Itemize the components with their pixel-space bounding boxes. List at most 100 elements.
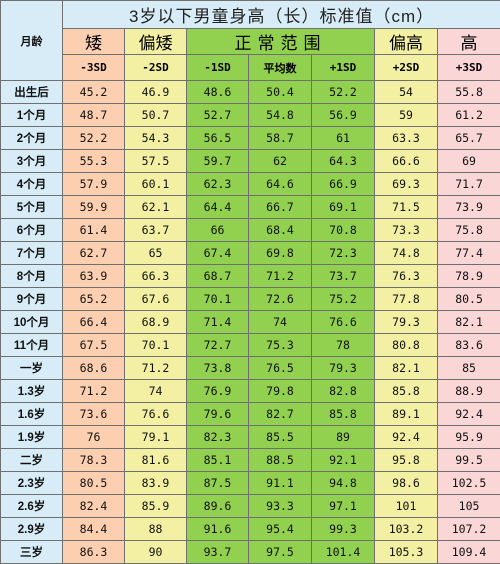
cell-minus3sd: 82.4 (63, 495, 125, 518)
cell-minus3sd: 55.3 (63, 150, 125, 173)
cell-plus1sd: 78 (312, 334, 375, 357)
cell-plus2sd: 76.3 (375, 265, 438, 288)
cell-plus3sd: 78.9 (438, 265, 500, 288)
cell-plus2sd: 82.1 (375, 357, 438, 380)
sd-header-minus2: -2SD (125, 55, 187, 81)
cell-minus1sd: 66 (187, 219, 249, 242)
row-age-label: 10个月 (1, 311, 63, 334)
cell-plus1sd: 94.8 (312, 472, 375, 495)
cell-plus2sd: 101 (375, 495, 438, 518)
cell-minus3sd: 73.6 (63, 403, 125, 426)
cell-minus1sd: 48.6 (187, 81, 249, 104)
cell-plus2sd: 69.3 (375, 173, 438, 196)
group-tall: 高 (438, 29, 500, 55)
sd-header-plus3: +3SD (438, 55, 500, 81)
cell-plus2sd: 95.8 (375, 449, 438, 472)
cell-minus1sd: 73.8 (187, 357, 249, 380)
cell-minus1sd: 87.5 (187, 472, 249, 495)
row-age-label: 2.6岁 (1, 495, 63, 518)
cell-mean: 91.1 (249, 472, 312, 495)
cell-plus3sd: 102.5 (438, 472, 500, 495)
cell-plus1sd: 92.1 (312, 449, 375, 472)
row-age-label: 8个月 (1, 265, 63, 288)
cell-plus1sd: 75.2 (312, 288, 375, 311)
cell-plus3sd: 69 (438, 150, 500, 173)
row-age-label: 三岁 (1, 541, 63, 564)
cell-minus2sd: 83.9 (125, 472, 187, 495)
cell-plus1sd: 101.4 (312, 541, 375, 564)
row-age-label: 11个月 (1, 334, 63, 357)
cell-plus3sd: 109.4 (438, 541, 500, 564)
cell-minus1sd: 93.7 (187, 541, 249, 564)
cell-minus1sd: 82.3 (187, 426, 249, 449)
row-age-label: 2.9岁 (1, 518, 63, 541)
cell-minus1sd: 56.5 (187, 127, 249, 150)
cell-plus1sd: 66.9 (312, 173, 375, 196)
cell-mean: 62 (249, 150, 312, 173)
cell-minus1sd: 67.4 (187, 242, 249, 265)
cell-minus3sd: 45.2 (63, 81, 125, 104)
cell-minus1sd: 79.6 (187, 403, 249, 426)
cell-minus2sd: 65 (125, 242, 187, 265)
cell-mean: 72.6 (249, 288, 312, 311)
sd-header-plus1: +1SD (312, 55, 375, 81)
cell-minus1sd: 59.7 (187, 150, 249, 173)
cell-plus1sd: 72.3 (312, 242, 375, 265)
cell-minus2sd: 54.3 (125, 127, 187, 150)
cell-mean: 54.8 (249, 104, 312, 127)
row-age-label: 1.6岁 (1, 403, 63, 426)
row-age-label: 1.9岁 (1, 426, 63, 449)
cell-minus2sd: 85.9 (125, 495, 187, 518)
cell-plus1sd: 79.3 (312, 357, 375, 380)
cell-plus3sd: 82.1 (438, 311, 500, 334)
group-below-average: 偏矮 (125, 29, 187, 55)
cell-plus2sd: 77.8 (375, 288, 438, 311)
cell-minus2sd: 67.6 (125, 288, 187, 311)
row-age-label: 1.3岁 (1, 380, 63, 403)
cell-plus2sd: 71.5 (375, 196, 438, 219)
cell-plus1sd: 99.3 (312, 518, 375, 541)
cell-plus2sd: 85.8 (375, 380, 438, 403)
cell-minus1sd: 85.1 (187, 449, 249, 472)
cell-minus3sd: 68.6 (63, 357, 125, 380)
cell-plus1sd: 61 (312, 127, 375, 150)
cell-minus1sd: 72.7 (187, 334, 249, 357)
cell-minus2sd: 88 (125, 518, 187, 541)
cell-plus3sd: 75.8 (438, 219, 500, 242)
cell-minus1sd: 76.9 (187, 380, 249, 403)
row-age-label: 2.3岁 (1, 472, 63, 495)
sd-header-row: -3SD -2SD -1SD 平均数 +1SD +2SD +3SD (1, 55, 500, 81)
cell-minus3sd: 59.9 (63, 196, 125, 219)
cell-minus3sd: 48.7 (63, 104, 125, 127)
cell-minus1sd: 91.6 (187, 518, 249, 541)
cell-minus3sd: 80.5 (63, 472, 125, 495)
cell-minus3sd: 57.9 (63, 173, 125, 196)
cell-plus1sd: 73.7 (312, 265, 375, 288)
cell-mean: 93.3 (249, 495, 312, 518)
cell-plus3sd: 107.2 (438, 518, 500, 541)
cell-mean: 79.8 (249, 380, 312, 403)
cell-plus1sd: 82.8 (312, 380, 375, 403)
cell-minus2sd: 81.6 (125, 449, 187, 472)
group-normal-range: 正常范围 (187, 29, 375, 55)
cell-minus1sd: 89.6 (187, 495, 249, 518)
cell-plus1sd: 85.8 (312, 403, 375, 426)
cell-plus3sd: 65.7 (438, 127, 500, 150)
row-age-label: 6个月 (1, 219, 63, 242)
cell-minus3sd: 76 (63, 426, 125, 449)
cell-minus3sd: 71.2 (63, 380, 125, 403)
